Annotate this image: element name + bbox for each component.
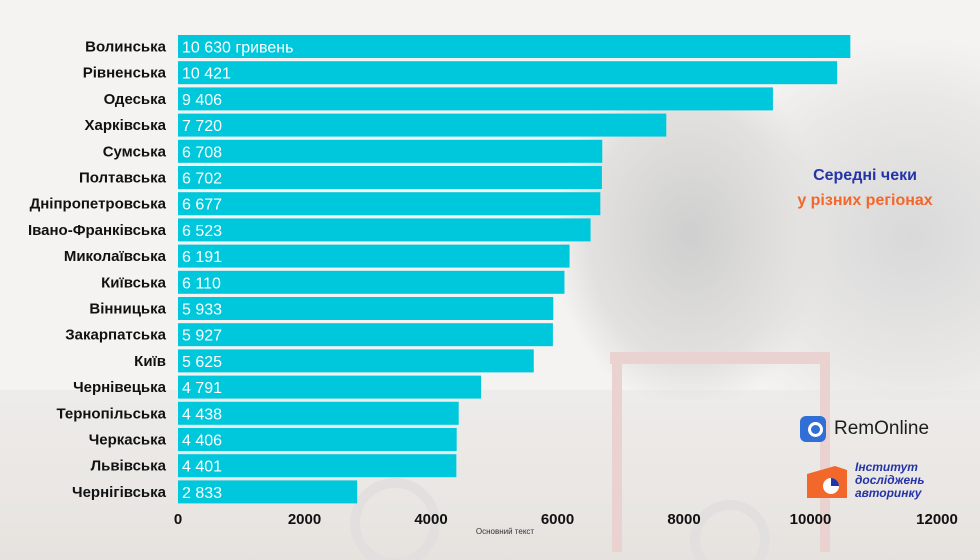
remonline-logo: RemOnline xyxy=(800,414,929,444)
value-label: 4 406 xyxy=(182,433,222,450)
bar xyxy=(178,375,482,399)
bar xyxy=(178,87,773,111)
institute-line-2: досліджень xyxy=(855,472,925,487)
x-tick-label: 10000 xyxy=(790,511,832,528)
x-tick-label: 6000 xyxy=(541,511,574,528)
value-label: 4 438 xyxy=(182,406,222,423)
bar xyxy=(178,113,667,137)
value-label: 10 630 гривень xyxy=(182,40,293,57)
engine-silhouette xyxy=(560,100,820,400)
institute-line-1: Інститут xyxy=(855,459,918,474)
wheel xyxy=(350,478,440,560)
category-label: Київська xyxy=(101,274,167,291)
bar xyxy=(178,297,554,320)
category-label: Сумська xyxy=(103,143,167,160)
value-label: 6 708 xyxy=(182,144,222,161)
bar xyxy=(178,244,570,268)
category-label: Дніпропетровська xyxy=(30,196,167,213)
category-label: Чернівецька xyxy=(73,379,167,396)
lift-stand-leg xyxy=(612,352,622,552)
value-label: 2 833 xyxy=(182,485,222,502)
institute-logo-icon xyxy=(807,466,847,498)
remonline-logo-icon xyxy=(800,416,826,442)
value-label: 6 677 xyxy=(182,197,222,214)
x-tick-label: 0 xyxy=(174,511,182,528)
wheel xyxy=(690,500,770,560)
bar xyxy=(178,61,838,85)
bar xyxy=(178,401,459,425)
lift-stand-top xyxy=(610,352,830,364)
chart-title: Середні чеки у різних регіонах xyxy=(770,163,960,213)
category-label: Рівненська xyxy=(83,65,167,82)
bar xyxy=(178,35,851,58)
value-label: 4 401 xyxy=(182,459,222,476)
value-label: 7 720 xyxy=(182,118,222,135)
value-label: 6 191 xyxy=(182,249,222,266)
value-label: 5 933 xyxy=(182,302,222,319)
institute-logo-text: Інститут досліджень авторинку xyxy=(855,459,925,500)
bar xyxy=(178,323,553,347)
bar xyxy=(178,480,358,504)
bar xyxy=(178,192,601,216)
lift-stand-leg xyxy=(820,352,830,552)
bar xyxy=(178,428,457,451)
category-label: Чернігівська xyxy=(72,484,167,501)
bar xyxy=(178,349,534,373)
value-label: 6 702 xyxy=(182,171,222,188)
x-axis-label: Основний текст xyxy=(476,527,535,536)
bars-group: Волинська 10 630 гривень Рівненська 10 421 О… xyxy=(28,35,851,504)
institute-logo: Інститут досліджень авторинку xyxy=(805,460,925,500)
bar xyxy=(178,218,591,242)
category-label: Одеська xyxy=(104,91,167,108)
x-tick-label: 4000 xyxy=(414,511,447,528)
institute-line-3: авторинку xyxy=(855,485,922,500)
x-tick-label: 12000 xyxy=(916,511,958,528)
category-label: Івано-Франківська xyxy=(28,222,167,239)
category-label: Вінницька xyxy=(89,301,166,318)
value-label: 6 523 xyxy=(182,223,222,240)
category-label: Полтавська xyxy=(79,170,167,187)
category-label: Харківська xyxy=(85,117,167,134)
value-label: 4 791 xyxy=(182,380,222,397)
x-axis-ticks: 0 2000 4000 6000 8000 10000 12000 xyxy=(174,511,958,528)
value-label: 10 421 xyxy=(182,66,231,83)
remonline-logo-text: RemOnline xyxy=(834,418,930,439)
category-label: Київ xyxy=(134,353,166,370)
bar xyxy=(178,139,603,163)
category-label: Черкаська xyxy=(89,432,167,449)
title-line-1: Середні чеки xyxy=(813,167,917,184)
category-label: Миколаївська xyxy=(64,248,167,265)
value-label: 6 110 xyxy=(182,275,221,292)
category-label: Львівська xyxy=(91,458,167,475)
category-label: Волинська xyxy=(85,39,167,56)
value-label: 5 927 xyxy=(182,328,222,345)
category-label: Тернопільська xyxy=(56,405,166,422)
value-label: 9 406 xyxy=(182,92,222,109)
x-tick-label: 2000 xyxy=(288,511,321,528)
title-line-2: у різних регіонах xyxy=(797,192,933,209)
bar xyxy=(178,454,457,478)
value-label: 5 625 xyxy=(182,354,222,371)
bar xyxy=(178,270,565,294)
category-label: Закарпатська xyxy=(65,327,166,344)
x-tick-label: 8000 xyxy=(667,511,700,528)
bar xyxy=(178,166,602,189)
